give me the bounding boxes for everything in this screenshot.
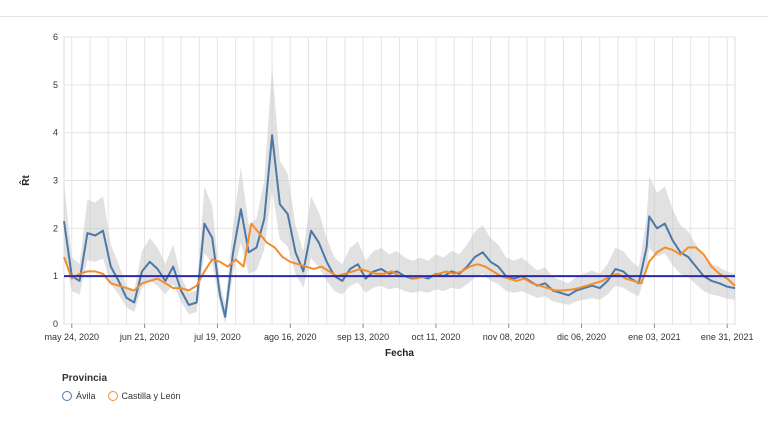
x-tick-label: sep 13, 2020 <box>337 332 389 342</box>
x-tick-label: oct 11, 2020 <box>411 332 460 342</box>
y-tick-label: 5 <box>53 80 58 90</box>
legend-title: Provincia <box>62 373 108 384</box>
y-tick-label: 6 <box>53 32 58 42</box>
x-axis-title: Fecha <box>385 348 414 359</box>
x-tick-label: dic 06, 2020 <box>557 332 606 342</box>
x-tick-label: ago 16, 2020 <box>264 332 317 342</box>
legend-item[interactable]: Ávila <box>62 391 96 401</box>
y-tick-label: 2 <box>53 223 58 233</box>
y-tick-label: 4 <box>53 128 58 138</box>
legend-item[interactable]: Castilla y León <box>107 391 181 401</box>
top-divider <box>0 16 768 17</box>
y-tick-label: 3 <box>53 176 58 186</box>
legend: Provincia Ávila Castilla y León <box>62 373 193 406</box>
legend-swatch-icon <box>62 391 72 401</box>
y-tick-label: 1 <box>53 271 58 281</box>
x-axis-ticks: may 24, 2020 jun 21, 2020 jul 19, 2020 ago … <box>45 324 754 342</box>
x-tick-label: nov 08, 2020 <box>483 332 535 342</box>
chart: 0 1 2 3 4 5 6 may 24, 2020 jun 21, 2020 jul 19, … <box>19 32 754 359</box>
legend-label: Castilla y León <box>121 391 181 401</box>
y-axis-ticks: 0 1 2 3 4 5 6 <box>53 32 58 329</box>
x-tick-label: ene 31, 2021 <box>701 332 754 342</box>
x-tick-label: ene 03, 2021 <box>628 332 681 342</box>
y-axis-title: R̂t <box>19 175 32 186</box>
legend-items: Ávila Castilla y León <box>62 388 193 406</box>
legend-label: Ávila <box>76 391 96 401</box>
x-tick-label: jul 19, 2020 <box>193 332 241 342</box>
y-tick-label: 0 <box>53 319 58 329</box>
x-tick-label: jun 21, 2020 <box>119 332 170 342</box>
legend-swatch-icon <box>107 391 118 401</box>
series-line-0 <box>63 134 736 318</box>
x-tick-label: may 24, 2020 <box>45 332 100 342</box>
